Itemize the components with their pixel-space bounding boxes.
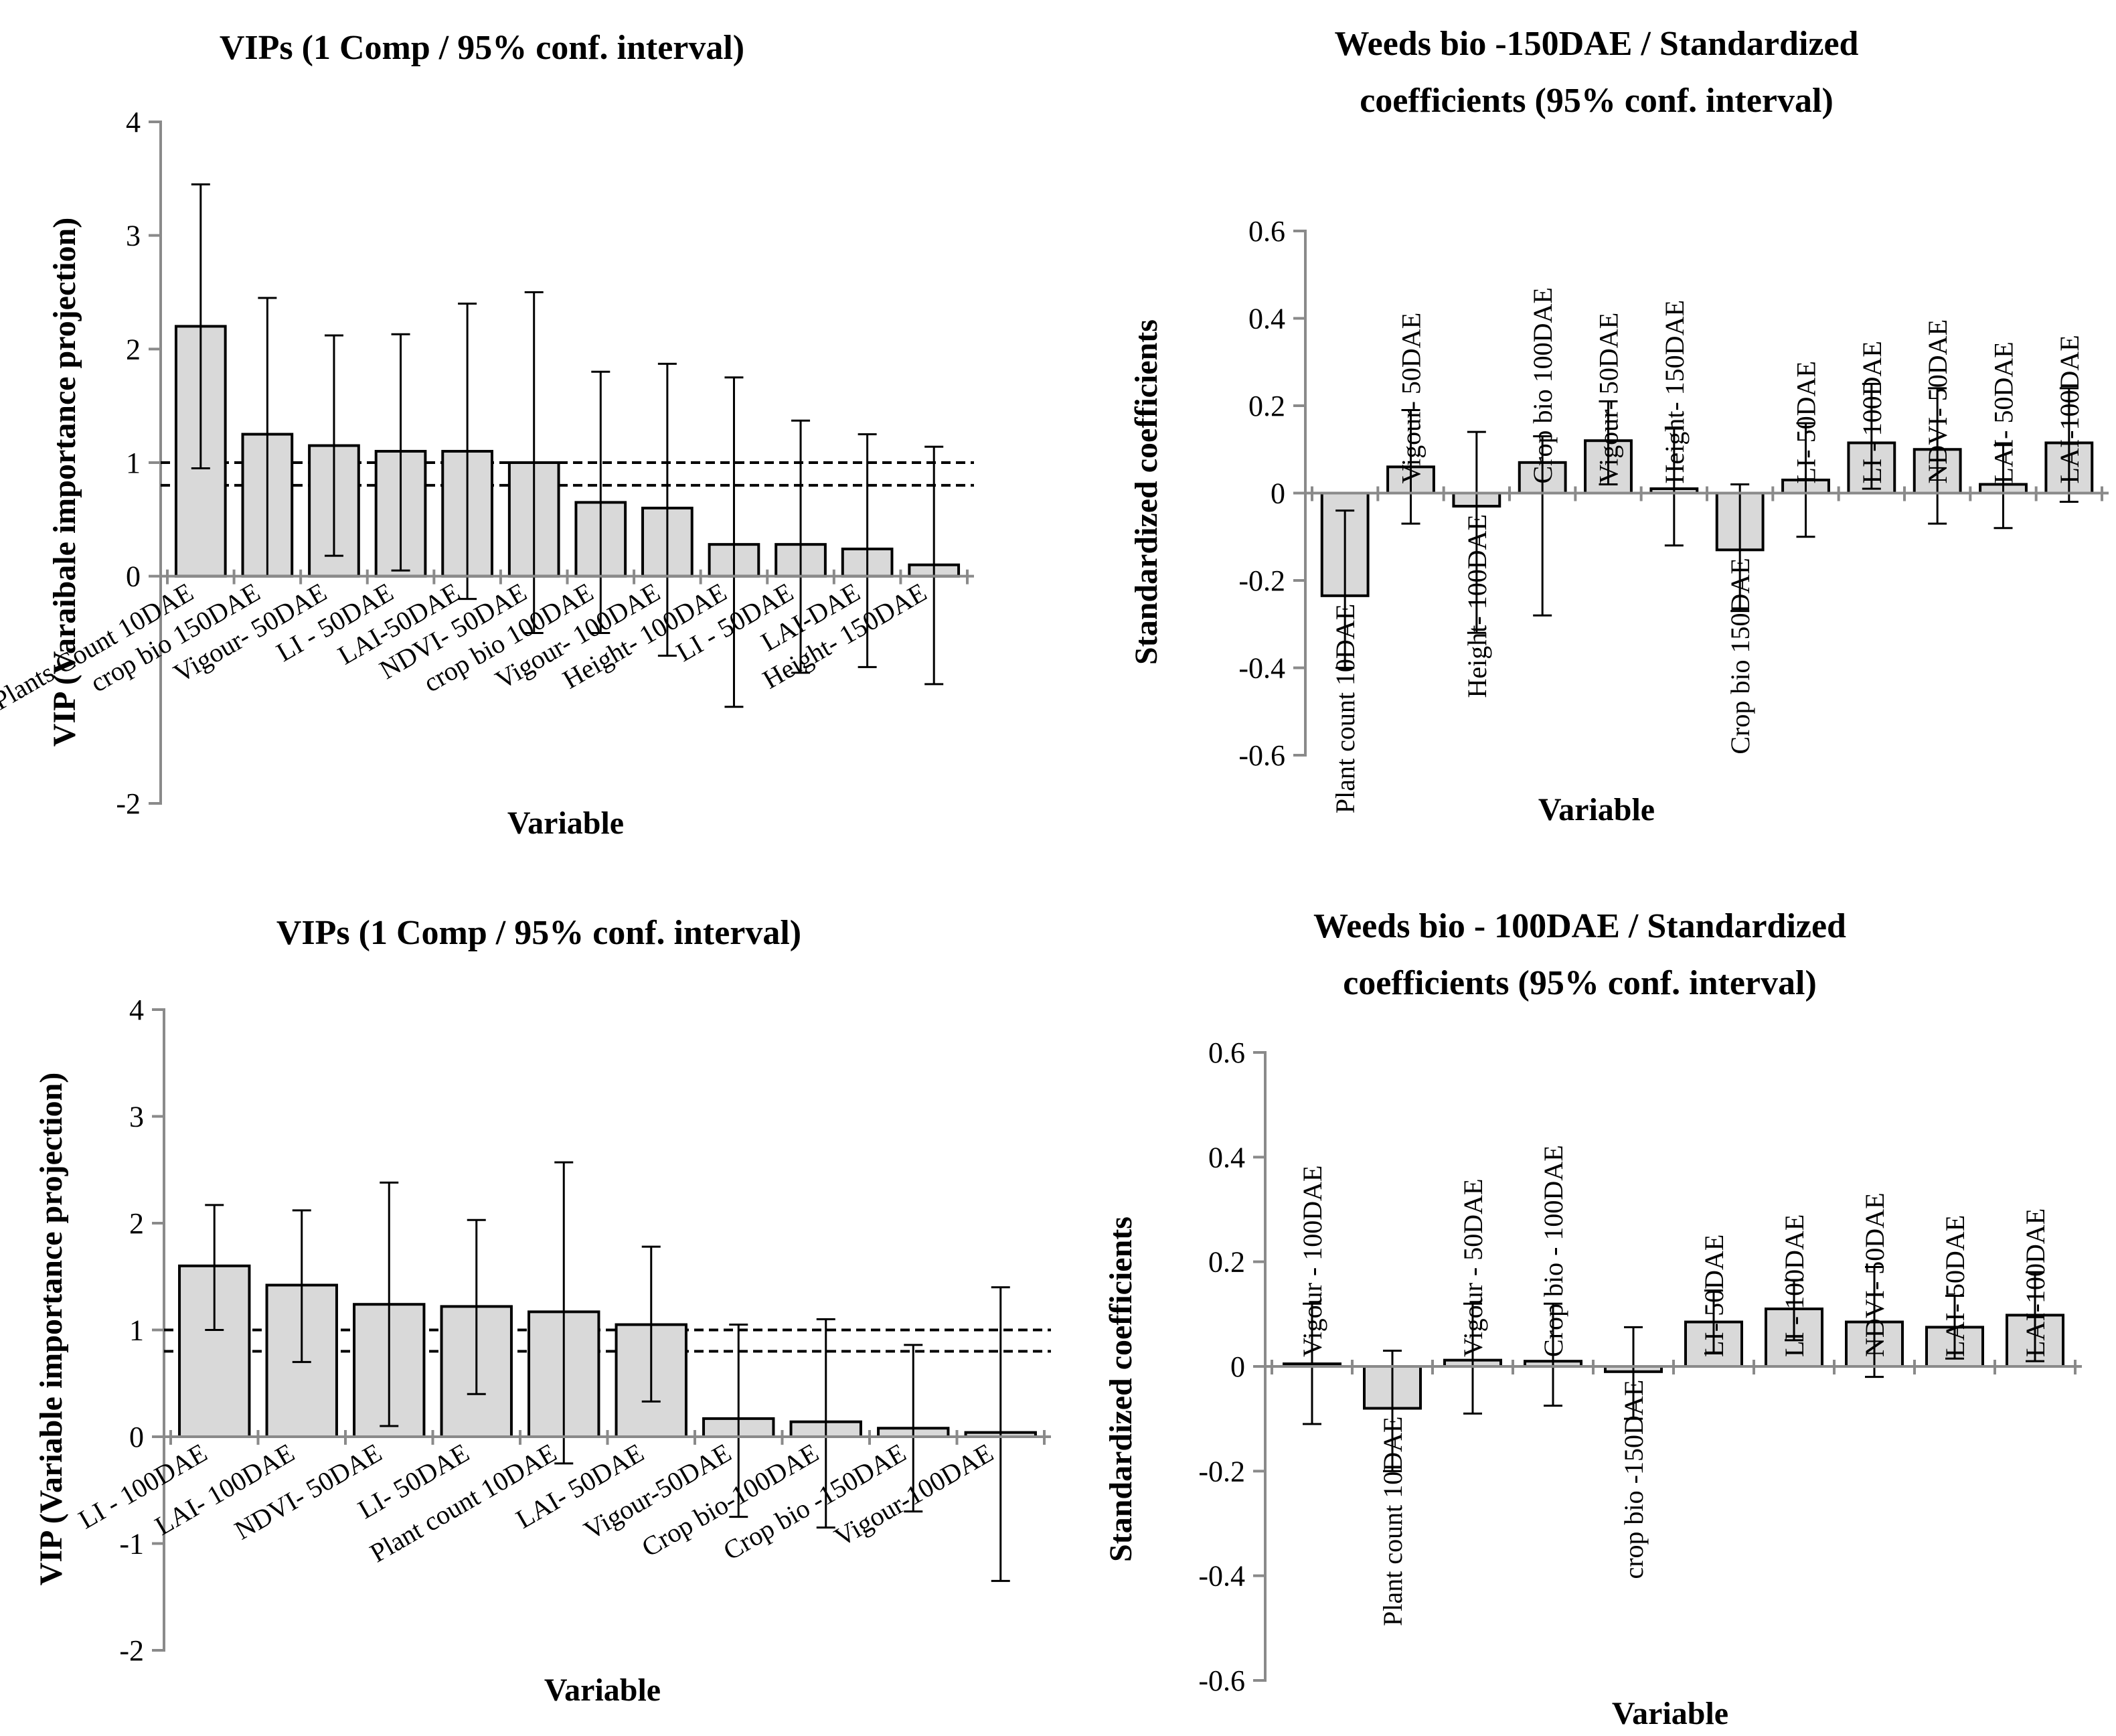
y-axis: -2 0 1 2 3 4 — [116, 106, 162, 820]
category-label: NDVI- 50DAE — [1923, 319, 1953, 484]
y-axis-label: VIP (Variable importance projection) — [33, 1073, 69, 1586]
category-label: Vigour - 100DAE — [1297, 1166, 1327, 1357]
x-axis-label: Variable — [1612, 1696, 1728, 1731]
category-label: Plant count 10DAE — [1330, 604, 1360, 813]
y-tick-label: 1 — [129, 1314, 144, 1347]
category-label: NDVI- 50DAE — [1860, 1192, 1890, 1357]
y-tick-label: 0 — [129, 1421, 144, 1453]
y-tick-label: 2 — [126, 333, 141, 366]
y-axis-label: VIP (Varaibale importance projection) — [47, 218, 82, 747]
category-label: Crop bio 150DAE — [1725, 558, 1755, 754]
chart-title-line-2: coefficients (95% conf. interval) — [1343, 964, 1817, 1002]
y-tick-label: -0.6 — [1238, 739, 1285, 772]
category-label: Crop bio 100DAE — [1528, 287, 1558, 483]
category-label: LAI- 50DAE — [1940, 1215, 1970, 1357]
x-axis-label: Variable — [544, 1672, 661, 1708]
category-label: Height- 150DAE — [1659, 300, 1690, 483]
category-label: Height- 100DAE — [1462, 514, 1492, 698]
category-labels: Vigour - 100DAE Plant count 10DAE Vigour -… — [1297, 1145, 2050, 1626]
chart-vip-100dae: VIPs (1 Comp / 95% conf. interval) Varia… — [33, 914, 1051, 1708]
category-label: LI - 100DAE — [1779, 1214, 1809, 1357]
y-axis: -0.6 -0.4 -0.2 0 0.2 0.4 0.6 — [1198, 1036, 1267, 1697]
category-label: LAI- 50DAE — [1989, 341, 2019, 483]
y-tick-label: 0 — [1271, 477, 1285, 510]
category-label: Vigour - 50DAE — [1458, 1179, 1488, 1357]
category-label: Crop bio - 100DAE — [1538, 1145, 1568, 1357]
y-tick-label: 0.6 — [1248, 215, 1285, 248]
chart-title-line-1: Weeds bio -150DAE / Standardized — [1335, 25, 1859, 63]
error-bars — [205, 1161, 1010, 1582]
x-axis — [164, 1430, 1051, 1445]
x-axis-label: Variable — [507, 805, 624, 841]
category-label: LI- 50DAE — [1699, 1235, 1729, 1357]
y-tick-label: 1 — [126, 447, 141, 479]
y-tick-label: 3 — [129, 1101, 144, 1133]
category-label: LI- 50DAE — [1791, 361, 1821, 483]
category-label: LAI-100DAE — [2020, 1208, 2050, 1357]
category-label: Vigour- 50DAE — [1594, 313, 1624, 484]
error-bars — [1335, 382, 2079, 669]
y-tick-label: -0.2 — [1238, 564, 1285, 597]
category-label: crop bio -150DAE — [1619, 1380, 1649, 1579]
y-tick-label: 0.4 — [1208, 1141, 1245, 1174]
y-tick-label: -0.6 — [1198, 1664, 1245, 1697]
y-axis: -0.6 -0.4 -0.2 0 0.2 0.4 0.6 — [1238, 215, 1307, 772]
chart-coef-150dae: Weeds bio -150DAE / Standardized coeffic… — [1129, 25, 2109, 827]
threshold-lines — [161, 461, 974, 487]
y-tick-label: -0.4 — [1238, 652, 1285, 685]
y-tick-label: 3 — [126, 220, 141, 252]
y-axis-label: Standardized coefficients — [1129, 319, 1164, 665]
x-axis — [1265, 1360, 2082, 1374]
chart-coef-100dae: Weeds bio - 100DAE / Standardized coeffi… — [1103, 907, 2082, 1731]
y-tick-label: 0.2 — [1208, 1246, 1245, 1279]
chart-vip-150dae: VIPs (1 Comp / 95% conf. interval) Varia… — [0, 29, 974, 841]
category-labels: Plant count 10DAE Vigour- 50DAE Height- 10… — [1330, 287, 2085, 813]
y-tick-label: 0 — [1230, 1350, 1245, 1383]
bar — [178, 1264, 251, 1439]
y-tick-label: -0.2 — [1198, 1455, 1245, 1488]
category-label: NDVI- 50DAE — [230, 1437, 387, 1546]
y-axis: -2 -1 0 1 2 3 4 — [119, 994, 165, 1667]
y-tick-label: 0.6 — [1208, 1036, 1245, 1069]
x-axis — [1305, 486, 2109, 501]
y-tick-label: -1 — [119, 1528, 144, 1561]
y-tick-label: 0.4 — [1248, 303, 1285, 335]
chart-title: VIPs (1 Comp / 95% conf. interval) — [220, 29, 744, 67]
y-tick-label: -0.4 — [1198, 1560, 1245, 1593]
category-label: LAI-100DAE — [2054, 335, 2085, 483]
category-label: Plant count 10DAE — [1378, 1417, 1408, 1626]
category-label: LI - 100DAE — [1857, 341, 1887, 483]
bars — [1320, 439, 2094, 597]
y-tick-label: -2 — [119, 1634, 144, 1667]
y-tick-label: 2 — [129, 1207, 144, 1240]
y-tick-label: 4 — [126, 106, 141, 139]
y-tick-label: 0.2 — [1248, 390, 1285, 422]
chart-title-line-1: Weeds bio - 100DAE / Standardized — [1313, 907, 1846, 945]
chart-title-line-2: coefficients (95% conf. interval) — [1360, 82, 1834, 120]
y-tick-label: 0 — [126, 560, 141, 593]
y-tick-label: -2 — [116, 787, 141, 820]
category-label: Vigour- 50DAE — [1396, 313, 1427, 484]
y-tick-label: 4 — [129, 994, 144, 1026]
x-axis — [161, 569, 974, 584]
x-axis-label: Variable — [1538, 792, 1655, 827]
error-bars — [1303, 1265, 2044, 1472]
y-axis-label: Standardized coefficients — [1103, 1216, 1139, 1562]
bars — [174, 325, 961, 578]
chart-title: VIPs (1 Comp / 95% conf. interval) — [276, 914, 801, 952]
